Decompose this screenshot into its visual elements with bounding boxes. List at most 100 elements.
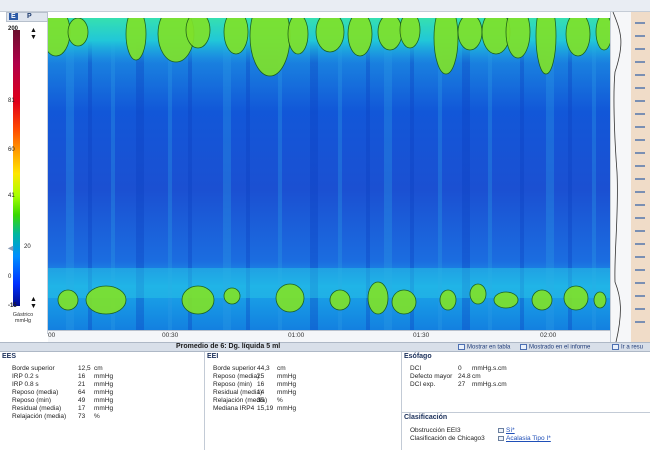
ues-pressure-contour — [185, 18, 211, 49]
metric-value: 44,3 — [257, 365, 270, 372]
table-icon — [458, 344, 465, 350]
ues-pressure-contour — [595, 18, 610, 51]
les-pressure-contour — [469, 283, 487, 305]
metric-unit: mmHg — [94, 405, 114, 412]
metric-value: 0 — [458, 365, 462, 372]
topography-stripe — [384, 18, 392, 330]
pressure-profile-line — [612, 11, 622, 343]
topography-stripe — [568, 18, 572, 330]
sensor-marker — [635, 35, 645, 37]
sensor-marker — [635, 269, 645, 271]
topography-stripe — [410, 18, 414, 330]
metric-unit: mmHg.s.cm — [472, 381, 507, 388]
sensor-marker — [635, 61, 645, 63]
show-table-button[interactable]: Mostrar en tabla — [458, 344, 510, 351]
topography-stripe — [136, 18, 144, 330]
topography-stripe — [66, 18, 74, 330]
catheter-profile-panel[interactable] — [610, 11, 650, 343]
metric-unit: mmHg — [94, 381, 114, 388]
expand-icon[interactable] — [498, 435, 504, 441]
ues-pressure-contour — [67, 18, 89, 47]
sensor-marker — [635, 100, 645, 102]
metric-value: 24.8 — [458, 373, 471, 380]
metric-value: 64 — [78, 389, 86, 396]
show-in-report-button[interactable]: Mostrado en el informe — [520, 344, 590, 351]
metric-label: Borde superior — [213, 365, 256, 372]
metric-unit: mmHg.s.cm — [472, 365, 507, 372]
metric-value: 12,5 — [78, 365, 91, 372]
esofago-title: Esófago — [404, 353, 432, 360]
scale-caption: Gástrico mmHg — [12, 312, 34, 324]
topography-stripe — [592, 18, 596, 330]
metric-value: 27 — [458, 381, 466, 388]
metric-value: 15,19 — [257, 405, 274, 412]
les-pressure-contour — [85, 285, 127, 315]
metric-label: Reposo (min) — [213, 381, 253, 388]
les-pressure-contour — [493, 291, 519, 309]
time-label: 00 — [48, 332, 56, 339]
sensor-column — [631, 12, 650, 342]
les-pressure-contour — [275, 283, 305, 313]
ues-pressure-contour — [433, 18, 459, 75]
metric-row: Borde superior 12,5 cm — [12, 365, 202, 373]
metric-row: Mediana IRP4 15,19 mmHg — [213, 405, 398, 413]
sensor-marker — [635, 191, 645, 193]
sensor-marker — [635, 165, 645, 167]
metric-label: IRP 0.2 s — [12, 373, 39, 380]
classification-value[interactable]: Acalasia Tipo I* — [506, 435, 551, 442]
time-label: 02:00 — [540, 332, 557, 339]
metric-label: IRP 0.8 s — [12, 381, 39, 388]
scale-tick: 81 — [8, 98, 15, 104]
sensor-marker — [635, 230, 645, 232]
sensor-marker — [635, 308, 645, 310]
les-pressure-contour — [391, 289, 417, 315]
topography-stripe — [462, 18, 470, 330]
metric-row: DCI 0 mmHg.s.cm — [410, 365, 640, 373]
pressure-colorbar[interactable] — [13, 30, 20, 306]
time-axis: 00 00:30 01:00 01:30 02:00 — [48, 330, 610, 342]
eei-panel: EEI Borde superior 44,3 cm Reposo (media) 25… — [205, 352, 401, 450]
panel-divider — [204, 352, 205, 450]
topography-stripe — [366, 18, 370, 330]
topography-svg — [48, 18, 610, 330]
go-to-summary-button[interactable]: Ir a resu — [612, 344, 643, 351]
scale-max-stepper-icon[interactable]: ▲ ▼ — [30, 27, 37, 41]
scale-min-stepper-icon[interactable]: ▲ ▼ — [30, 296, 37, 310]
classification-value-link[interactable]: Sí* — [498, 427, 515, 434]
les-pressure-contour — [593, 291, 607, 309]
classification-value[interactable]: Sí* — [506, 427, 515, 434]
metric-label: Borde superior — [12, 365, 55, 372]
lower-sphincter-band — [48, 268, 610, 298]
metric-row: Reposo (media) 25 mmHg — [213, 373, 398, 381]
topography-stripe — [520, 18, 524, 330]
ues-pressure-contour — [399, 18, 421, 49]
metric-unit: cm — [94, 365, 103, 372]
les-pressure-contour — [181, 285, 215, 315]
ues-pressure-contour — [457, 18, 483, 51]
scale-tick: 20 — [24, 244, 31, 250]
tab-p[interactable]: P — [27, 13, 32, 20]
top-toolbar-strip — [0, 0, 650, 12]
metric-row: Borde superior 44,3 cm — [213, 365, 398, 373]
topography-stripe — [338, 18, 342, 330]
expand-icon[interactable] — [498, 427, 504, 433]
topography-stripe — [223, 18, 231, 330]
sensor-marker — [635, 113, 645, 115]
scale-tick: 41 — [8, 193, 15, 199]
scale-marker-icon[interactable]: ◄ — [6, 243, 15, 253]
ues-pressure-contour — [125, 18, 147, 61]
metric-value: 21 — [78, 381, 86, 388]
metric-label: Defecto mayor — [410, 373, 453, 380]
scale-header: E P — [6, 12, 48, 22]
ues-pressure-contour — [505, 18, 531, 59]
les-pressure-contour — [531, 289, 553, 311]
metric-unit: % — [277, 397, 283, 404]
catheter-sensors — [635, 22, 645, 323]
tab-e[interactable]: E — [9, 13, 18, 20]
classification-value-link[interactable]: Acalasia Tipo I* — [498, 435, 551, 442]
metric-unit: mmHg — [94, 389, 114, 396]
pressure-topography-plot[interactable] — [48, 18, 610, 330]
metric-unit: mmHg — [94, 397, 114, 404]
metric-row: Reposo (min) 16 mmHg — [213, 381, 398, 389]
metric-label: Relajación (media) — [12, 413, 67, 420]
